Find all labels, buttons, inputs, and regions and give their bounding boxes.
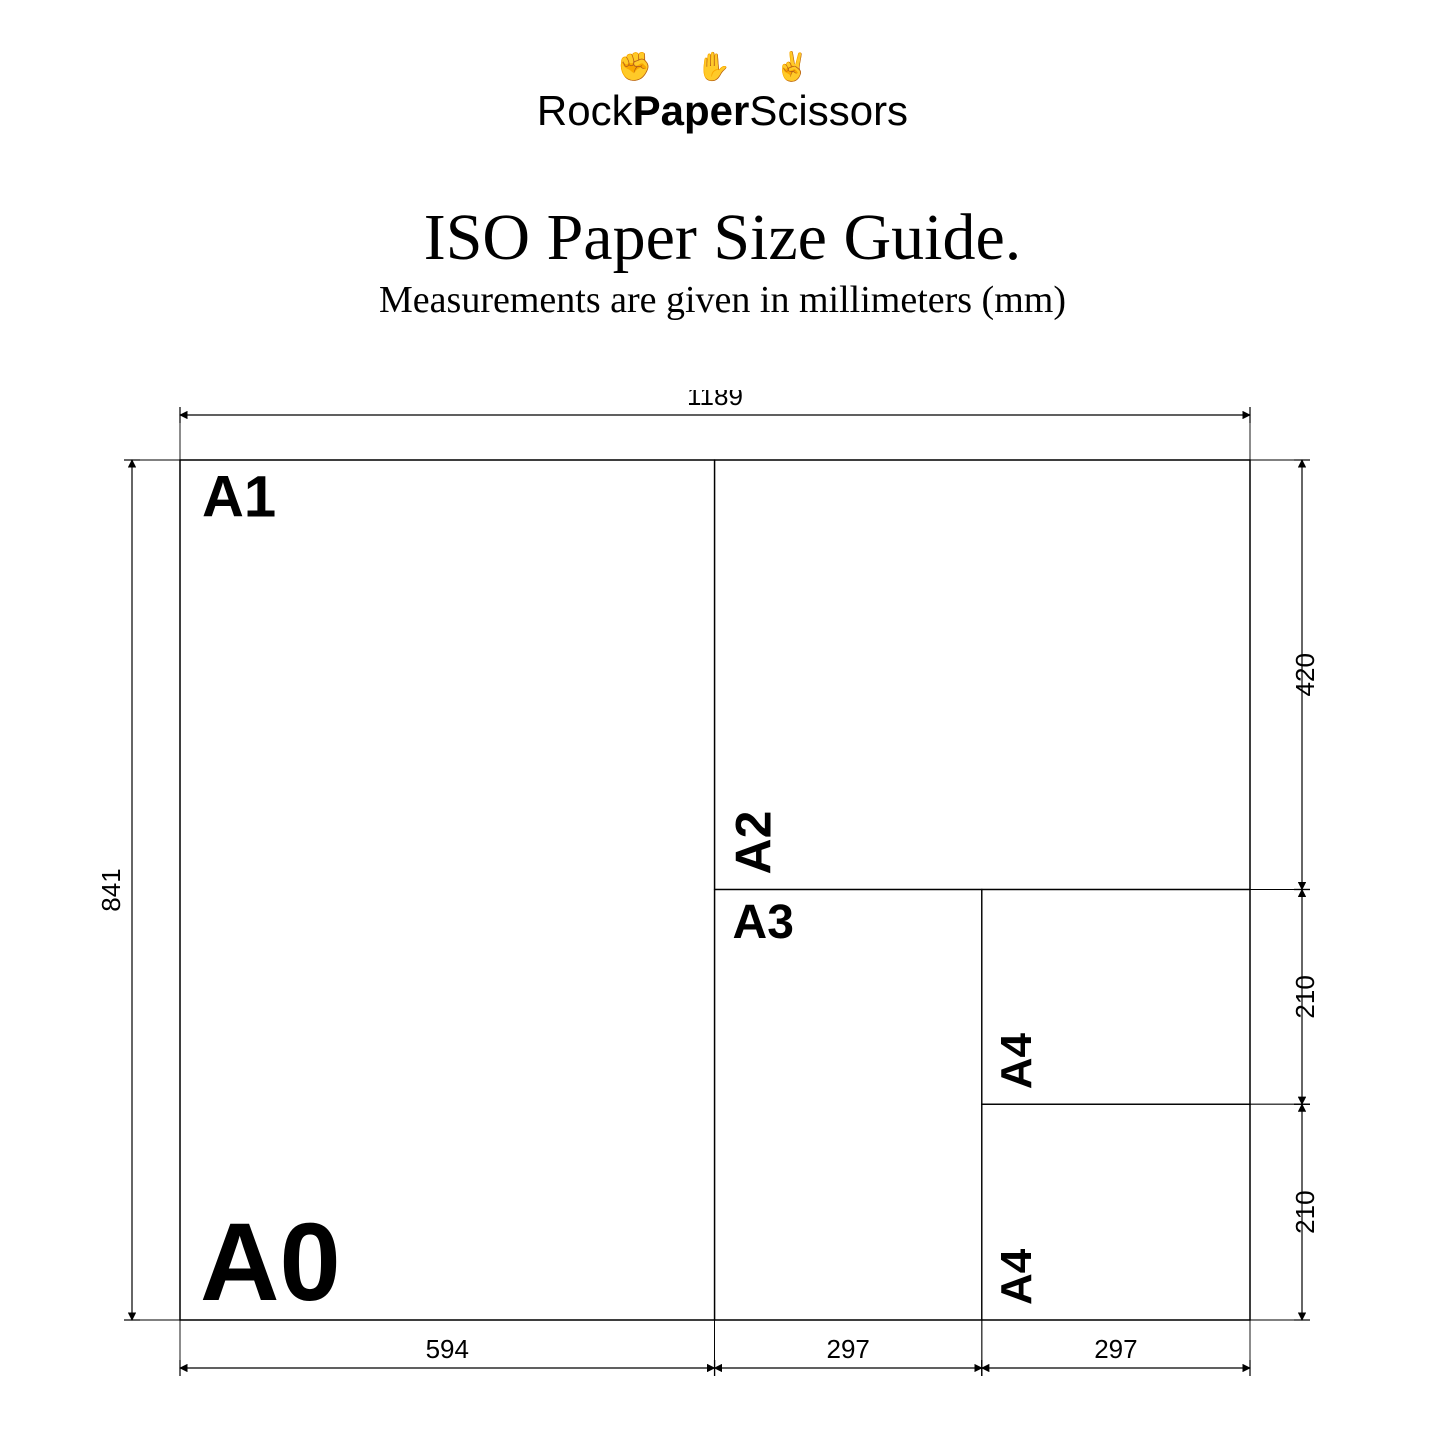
brand-part3: Scissors [749, 87, 908, 134]
dim-label: 1189 [687, 390, 743, 411]
label-A2: A2 [726, 811, 782, 875]
dim-label: 420 [1290, 653, 1320, 696]
brand-name: RockPaperScissors [0, 87, 1445, 135]
page-subtitle: Measurements are given in millimeters (m… [0, 278, 1445, 322]
box-A1 [180, 460, 715, 1320]
dim-label: 297 [826, 1334, 869, 1364]
page-title: ISO Paper Size Guide. [0, 200, 1445, 276]
hands-icon: ✊ ✋ ✌ [0, 50, 1445, 83]
dim-label: 210 [1290, 975, 1320, 1018]
label-A4a: A4 [992, 1032, 1041, 1089]
title-area: ISO Paper Size Guide. Measurements are g… [0, 200, 1445, 322]
label-A1: A1 [202, 465, 276, 530]
box-A2 [715, 460, 1250, 889]
brand-part1: Rock [537, 87, 633, 134]
brand-part2: Paper [633, 87, 750, 134]
dim-label: 210 [1290, 1190, 1320, 1233]
label-A4b: A4 [992, 1248, 1041, 1305]
label-A0: A0 [200, 1201, 341, 1324]
dim-label: 297 [1094, 1334, 1137, 1364]
paper-size-diagram: A0 A1 A2 A3 A4 A4 1189 594 297 297 841 420 210 210 [100, 390, 1350, 1400]
label-A3: A3 [733, 896, 794, 949]
dim-label: 594 [426, 1334, 469, 1364]
logo-area: ✊ ✋ ✌ RockPaperScissors [0, 50, 1445, 135]
dim-label: 841 [100, 868, 126, 911]
box-A3 [715, 889, 982, 1320]
